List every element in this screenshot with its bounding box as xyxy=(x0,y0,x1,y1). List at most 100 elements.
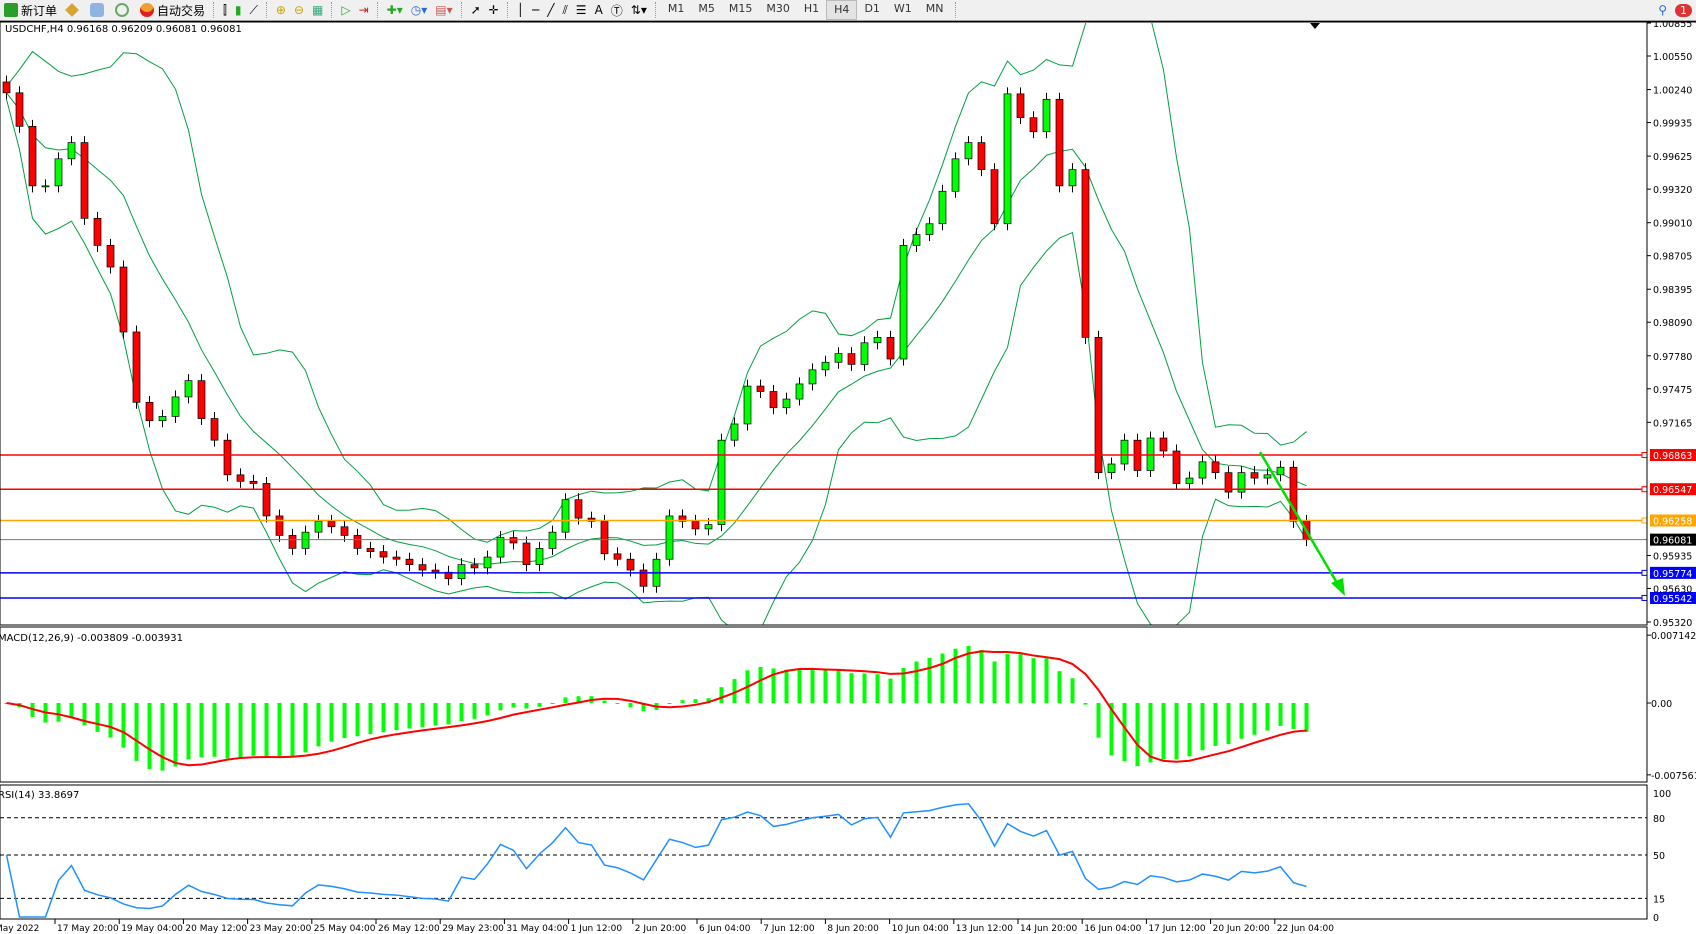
bear-candle-body xyxy=(1172,450,1181,484)
price-axis-label: 0.99625 xyxy=(1653,152,1692,163)
macd-histogram-bar xyxy=(797,669,802,703)
text-label-button[interactable]: Ⓣ xyxy=(607,1,627,19)
candle xyxy=(132,325,141,409)
zoom-out-button[interactable]: ⊖ xyxy=(290,1,308,19)
macd-histogram-bar xyxy=(953,648,958,703)
new-order-button[interactable]: 新订单 xyxy=(0,1,61,19)
level-price-label: 0.96258 xyxy=(1653,516,1692,527)
macd-histogram-bar xyxy=(784,669,789,703)
candle xyxy=(236,468,245,488)
timeframe-h4[interactable]: H4 xyxy=(826,0,858,20)
arrows-button[interactable]: ⇅▾ xyxy=(627,1,651,19)
macd-histogram-bar xyxy=(563,697,568,703)
bear-candle-body xyxy=(1289,466,1298,522)
auto-trading-button[interactable]: 自动交易 xyxy=(136,1,209,19)
bear-candle-body xyxy=(756,385,765,392)
macd-histogram-bar xyxy=(771,668,776,703)
signal-button[interactable] xyxy=(111,1,136,19)
candle xyxy=(912,228,921,252)
bull-candle-body xyxy=(1003,93,1012,225)
bear-candle-body xyxy=(1224,472,1233,493)
line-chart-button[interactable]: ⟋ xyxy=(245,1,261,19)
candle xyxy=(1146,431,1155,477)
macd-histogram-bar xyxy=(95,703,100,732)
bull-candle-body xyxy=(535,548,544,565)
level-price-tag xyxy=(1650,514,1696,527)
bull-candle-body xyxy=(184,380,193,398)
price-axis-label: 0.99935 xyxy=(1653,119,1692,130)
auto-scroll-button[interactable]: ▷ xyxy=(337,1,354,19)
crosshair-icon: ✛ xyxy=(488,3,499,17)
zoom-in-button[interactable]: ⊕ xyxy=(272,1,290,19)
timeframe-h1[interactable]: H1 xyxy=(803,2,820,15)
price-axis-label: 0.98395 xyxy=(1653,285,1692,296)
macd-histogram-bar xyxy=(693,699,698,703)
macd-histogram-bar xyxy=(979,650,984,703)
macd-histogram-bar xyxy=(1304,703,1309,733)
timeframe-m1[interactable]: M1 xyxy=(667,2,685,15)
macd-histogram-bar xyxy=(108,703,113,738)
bear-candle-body xyxy=(1159,437,1168,452)
rsi-axis-label: 50 xyxy=(1653,851,1665,862)
bear-candle-body xyxy=(353,535,362,549)
macd-histogram-bar xyxy=(329,703,334,742)
candle xyxy=(808,363,817,391)
timeframe-d1[interactable]: D1 xyxy=(864,2,880,15)
chart-shift-icon: ⇥ xyxy=(358,3,369,17)
candlestick-button[interactable]: ▮ xyxy=(231,1,246,19)
equidistant-channel-button[interactable]: ⫽ xyxy=(558,1,571,19)
bear-candle-body xyxy=(210,418,219,441)
text-button[interactable]: A xyxy=(591,1,607,19)
tile-windows-button[interactable]: ▦ xyxy=(308,1,327,19)
macd-panel[interactable]: MACD(12,26,9) -0.003809 -0.003931 xyxy=(0,633,1309,771)
timeframe-m15[interactable]: M15 xyxy=(728,2,753,15)
chart-window[interactable]: USDCHF,H4 0.96168 0.96209 0.96081 0.9608… xyxy=(0,21,1696,934)
candle xyxy=(847,347,856,371)
fibonacci-button[interactable]: ☰ xyxy=(572,1,591,19)
candle xyxy=(1159,431,1168,458)
timeframe-m5[interactable]: M5 xyxy=(698,2,715,15)
horizontal-line-button[interactable]: ─ xyxy=(528,1,543,19)
timeframe-w1[interactable]: W1 xyxy=(893,2,912,15)
chart-shift-button[interactable]: ⇥ xyxy=(355,1,373,19)
market-watch-button[interactable] xyxy=(61,1,86,19)
macd-histogram-bar xyxy=(615,703,620,704)
bar-chart-button[interactable]: ⫿ xyxy=(219,1,231,19)
cursor-button[interactable]: ➚ xyxy=(467,1,485,19)
periods-button[interactable]: ◷▾ xyxy=(407,1,432,19)
bull-candle-body xyxy=(665,515,674,560)
timeframe-m30[interactable]: M30 xyxy=(766,2,790,15)
candle xyxy=(561,493,570,539)
bear-candle-body xyxy=(119,266,128,333)
candle xyxy=(418,558,427,577)
candle xyxy=(1094,330,1103,480)
main-price-panel[interactable]: USDCHF,H4 0.96168 0.96209 0.96081 0.9608… xyxy=(0,21,1648,639)
crosshair-button[interactable]: ✛ xyxy=(485,1,503,19)
search-button[interactable]: ⚲ xyxy=(1654,1,1671,19)
trendline-button[interactable]: ╱ xyxy=(543,1,558,19)
rsi-panel[interactable]: RSI(14) 33.8697 xyxy=(0,790,1647,918)
macd-histogram-bar xyxy=(251,703,256,756)
macd-histogram-bar xyxy=(1044,658,1049,703)
vertical-line-button[interactable]: │ xyxy=(513,1,528,19)
macd-histogram-bar xyxy=(823,669,828,703)
candle xyxy=(1237,466,1246,499)
navigator-button[interactable] xyxy=(86,1,111,19)
templates-button[interactable]: ▤▾ xyxy=(431,1,456,19)
rsi-axis-label: 80 xyxy=(1653,814,1665,825)
time-axis-label: 20 Jun 20:00 xyxy=(1213,924,1270,934)
candle xyxy=(535,541,544,572)
candle xyxy=(1081,163,1090,344)
candle xyxy=(93,211,102,252)
candle xyxy=(600,514,609,561)
candle xyxy=(392,550,401,566)
bear-candle-body xyxy=(587,517,596,522)
indicators-button[interactable]: ✚▾ xyxy=(383,1,407,19)
notifications-button[interactable]: 1 xyxy=(1671,1,1696,19)
candle xyxy=(106,238,115,274)
time-axis-label: 8 Jun 20:00 xyxy=(827,924,879,934)
macd-histogram-bar xyxy=(459,703,464,722)
macd-histogram-bar xyxy=(732,679,737,703)
timeframe-mn[interactable]: MN xyxy=(925,2,944,15)
level-price-label: 0.95774 xyxy=(1653,569,1692,580)
